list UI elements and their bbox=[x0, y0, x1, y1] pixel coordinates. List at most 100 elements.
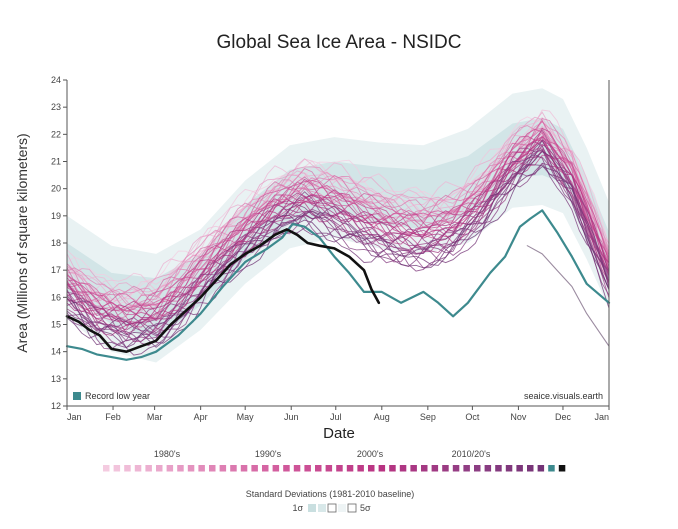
year-curve-1996 bbox=[66, 119, 610, 307]
year-curve-2017 bbox=[66, 162, 610, 350]
year-curve-2008 bbox=[66, 141, 610, 342]
x-tick-label: Oct bbox=[465, 412, 480, 422]
x-tick-label: Jan bbox=[594, 412, 609, 422]
std-swatch-1 bbox=[308, 504, 316, 512]
year-curve-1993 bbox=[66, 127, 610, 323]
y-tick-label: 16 bbox=[51, 292, 61, 302]
record-low-label: Record low year bbox=[85, 391, 150, 401]
std-one-label: 1σ bbox=[292, 503, 303, 513]
year-swatch-1988 bbox=[198, 465, 205, 472]
year-curve-2015 bbox=[66, 145, 610, 347]
series-record-low-year bbox=[65, 209, 611, 361]
x-axis: Jan Feb Mar Apr May Jun Jul Aug Sep Oct Nov Dec Jan bbox=[66, 406, 610, 422]
year-swatch-1987 bbox=[187, 465, 195, 472]
year-swatch-1999 bbox=[315, 465, 322, 472]
year-swatch-2006 bbox=[389, 465, 396, 472]
x-tick-label: Mar bbox=[147, 412, 163, 422]
y-tick-label: 19 bbox=[51, 211, 61, 221]
y-tick-label: 21 bbox=[51, 157, 61, 167]
series-late-year-low bbox=[526, 245, 610, 347]
year-swatch-1994 bbox=[262, 465, 269, 472]
std-five-label: 5σ bbox=[360, 503, 371, 513]
year-curve-2001 bbox=[66, 135, 610, 327]
year-swatch-2020 bbox=[537, 465, 545, 472]
year-curve-2005 bbox=[66, 139, 610, 324]
decade-legend: 1980's 1990's 2000's 2010/20's bbox=[103, 449, 566, 472]
year-swatch-1990 bbox=[219, 465, 227, 472]
year-swatch-2004 bbox=[368, 465, 375, 472]
year-swatch-2014 bbox=[474, 465, 481, 472]
decade-label-2010s: 2010/20's bbox=[452, 449, 491, 459]
year-swatch-2008 bbox=[410, 465, 417, 472]
decade-label-2000s: 2000's bbox=[357, 449, 384, 459]
y-tick-label: 23 bbox=[51, 102, 61, 112]
chart-title: Global Sea Ice Area - NSIDC bbox=[217, 32, 462, 53]
std-swatch-3 bbox=[327, 503, 337, 513]
year-swatch-1991 bbox=[230, 465, 237, 472]
year-swatch-1993 bbox=[251, 465, 258, 472]
year-curves bbox=[66, 109, 610, 356]
y-tick-label: 14 bbox=[51, 347, 61, 357]
year-swatch-2013 bbox=[463, 465, 470, 472]
std-legend-title: Standard Deviations (1981-2010 baseline) bbox=[246, 489, 415, 499]
year-curve-2009 bbox=[66, 156, 610, 335]
year-swatch-1979 bbox=[103, 465, 110, 472]
year-swatch-2021 bbox=[548, 465, 555, 472]
y-tick-label: 15 bbox=[51, 320, 61, 330]
x-tick-label: Jan bbox=[67, 412, 82, 422]
year-swatch-2019 bbox=[527, 465, 534, 472]
year-swatch-2016 bbox=[495, 465, 502, 472]
year-curve-2020 bbox=[66, 164, 610, 349]
year-swatch-1992 bbox=[240, 465, 248, 472]
std-legend: Standard Deviations (1981-2010 baseline)… bbox=[246, 489, 415, 513]
y-tick-label: 13 bbox=[51, 374, 61, 384]
year-curve-1979 bbox=[66, 116, 610, 297]
y-tick-label: 24 bbox=[51, 75, 61, 85]
std-swatch-5 bbox=[347, 503, 357, 513]
y-axis-label: Area (Millions of square kilometers) bbox=[14, 133, 30, 352]
year-swatch-1996 bbox=[283, 465, 290, 472]
x-tick-label: Sep bbox=[420, 412, 436, 422]
y-tick-label: 12 bbox=[51, 401, 61, 411]
x-tick-label: Feb bbox=[105, 412, 121, 422]
year-swatch-2001 bbox=[336, 465, 343, 472]
record-low-legend: Record low year bbox=[73, 391, 150, 401]
y-tick-label: 17 bbox=[51, 265, 61, 275]
y-axis: 12 13 14 15 16 17 18 19 20 21 22 23 24 bbox=[51, 75, 67, 411]
year-swatch-2003 bbox=[357, 465, 364, 472]
year-swatch-1985 bbox=[166, 465, 174, 472]
year-swatch-2000 bbox=[325, 465, 333, 472]
year-swatch-1980 bbox=[113, 465, 121, 472]
y-tick-label: 18 bbox=[51, 238, 61, 248]
year-curve-2003 bbox=[66, 127, 610, 322]
x-tick-label: Aug bbox=[374, 412, 390, 422]
year-swatch-2007 bbox=[399, 465, 407, 472]
one-sigma-band bbox=[67, 118, 609, 339]
year-swatch-2005 bbox=[378, 465, 386, 472]
year-swatch-2022 bbox=[558, 465, 566, 472]
year-curve-1990 bbox=[66, 125, 610, 312]
decade-label-1990s: 1990's bbox=[255, 449, 282, 459]
highlight-series bbox=[65, 209, 611, 361]
year-swatch-2015 bbox=[484, 465, 492, 472]
y-tick-label: 22 bbox=[51, 129, 61, 139]
year-swatch-2012 bbox=[452, 465, 460, 472]
record-low-swatch bbox=[73, 392, 81, 400]
year-curve-2011 bbox=[66, 143, 610, 334]
year-swatch-1981 bbox=[124, 465, 131, 472]
year-swatch-2018 bbox=[516, 465, 523, 472]
x-tick-label: May bbox=[237, 412, 255, 422]
year-swatches bbox=[103, 465, 566, 472]
year-swatch-2010 bbox=[431, 465, 439, 472]
std-swatch-2 bbox=[318, 504, 326, 512]
year-swatch-1995 bbox=[272, 465, 280, 472]
year-swatch-2009 bbox=[421, 465, 428, 472]
year-swatch-1986 bbox=[177, 465, 184, 472]
year-swatch-2011 bbox=[442, 465, 449, 472]
x-tick-label: Apr bbox=[194, 412, 208, 422]
year-swatch-1984 bbox=[156, 465, 163, 472]
x-axis-label: Date bbox=[323, 425, 355, 442]
year-curve-2021 bbox=[66, 166, 610, 349]
x-tick-label: Nov bbox=[510, 412, 527, 422]
